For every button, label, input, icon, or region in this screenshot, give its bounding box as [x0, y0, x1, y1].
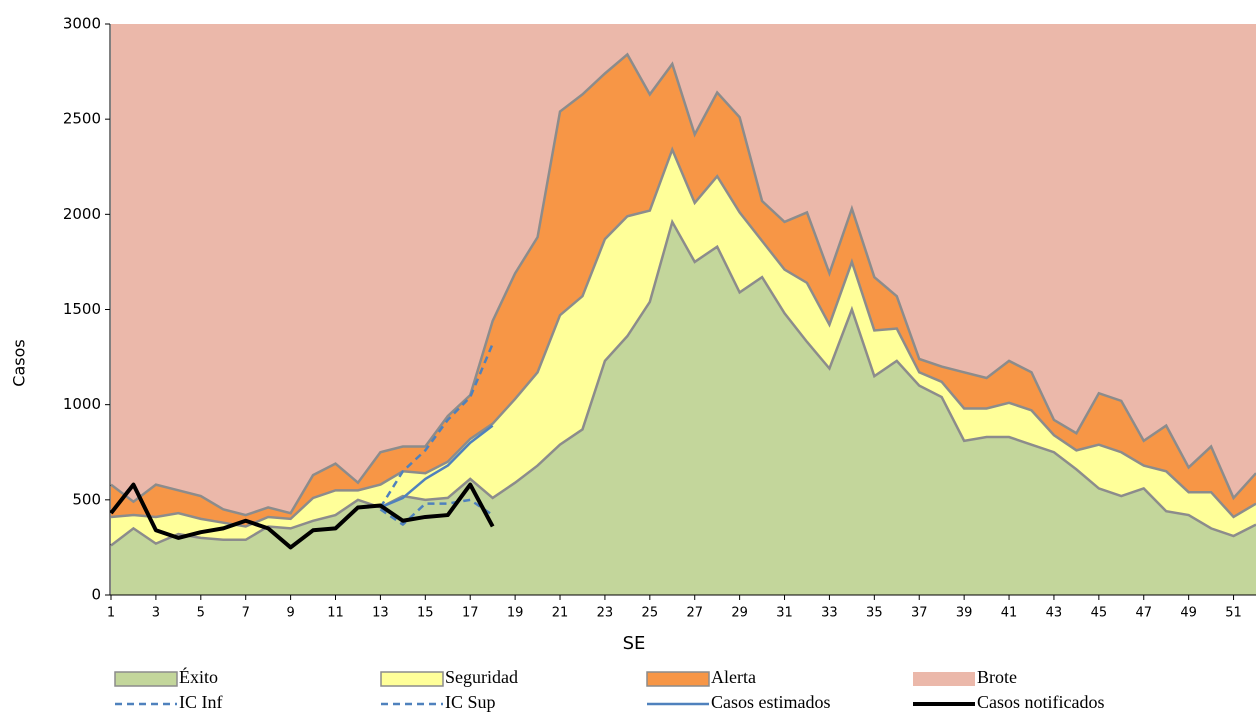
- x-tick-label: 31: [776, 606, 793, 621]
- area-edge: [110, 52, 1256, 517]
- legend-label: Alerta: [711, 667, 756, 687]
- line: [379, 424, 494, 509]
- x-axis-label: SE: [623, 633, 646, 654]
- legend-swatch: [114, 671, 178, 687]
- x-tick-label: 41: [1001, 606, 1018, 621]
- x-tick-label: 45: [1091, 606, 1108, 621]
- y-tick-label: 3000: [63, 15, 101, 33]
- legend-label: Casos notificados: [977, 692, 1105, 712]
- x-tick-label: 47: [1135, 606, 1152, 621]
- x-tick-label: 7: [242, 606, 250, 621]
- x-tick-label: 37: [911, 606, 928, 621]
- x-tick-label: 17: [462, 606, 479, 621]
- legend-label: Brote: [977, 667, 1017, 687]
- legend-label: Éxito: [179, 666, 218, 687]
- y-tick-label: 0: [91, 586, 101, 604]
- legend-label: Casos estimados: [711, 692, 831, 712]
- legend-swatch: [913, 672, 975, 686]
- x-tick-label: 5: [197, 606, 205, 621]
- y-tick-label: 2000: [63, 205, 101, 223]
- y-tick-label: 1000: [63, 395, 101, 413]
- x-tick-label: 43: [1046, 606, 1063, 621]
- legend-swatch: [380, 671, 444, 687]
- x-tick-label: 15: [417, 606, 434, 621]
- y-tick-label: 1500: [63, 300, 101, 318]
- x-tick-label: 29: [731, 606, 748, 621]
- x-tick-label: 19: [507, 606, 524, 621]
- line: [109, 482, 495, 550]
- legend-swatch: [646, 671, 710, 687]
- legend-label: IC Sup: [445, 692, 496, 712]
- x-tick-label: 11: [327, 606, 344, 621]
- x-tick-label: 27: [686, 606, 703, 621]
- x-tick-label: 21: [552, 606, 569, 621]
- x-tick-label: 23: [597, 606, 614, 621]
- x-tick-label: 39: [956, 606, 973, 621]
- x-tick-label: 1: [107, 606, 115, 621]
- legend-label: IC Inf: [179, 692, 223, 712]
- x-tick-label: 3: [152, 606, 160, 621]
- x-tick-label: 33: [821, 606, 838, 621]
- x-tick-label: 25: [642, 606, 659, 621]
- area-edge: [110, 218, 1256, 547]
- y-tick-label: 2500: [63, 110, 101, 128]
- x-tick-label: 13: [372, 606, 389, 621]
- x-tick-label: 49: [1180, 606, 1197, 621]
- y-axis-label: Casos: [10, 339, 29, 386]
- area-edge: [110, 146, 1256, 528]
- legend-label: Seguridad: [445, 667, 518, 687]
- x-tick-label: 9: [286, 606, 294, 621]
- x-tick-label: 51: [1225, 606, 1242, 621]
- x-tick-label: 35: [866, 606, 883, 621]
- area: [111, 221, 1256, 596]
- y-tick-label: 500: [72, 490, 101, 508]
